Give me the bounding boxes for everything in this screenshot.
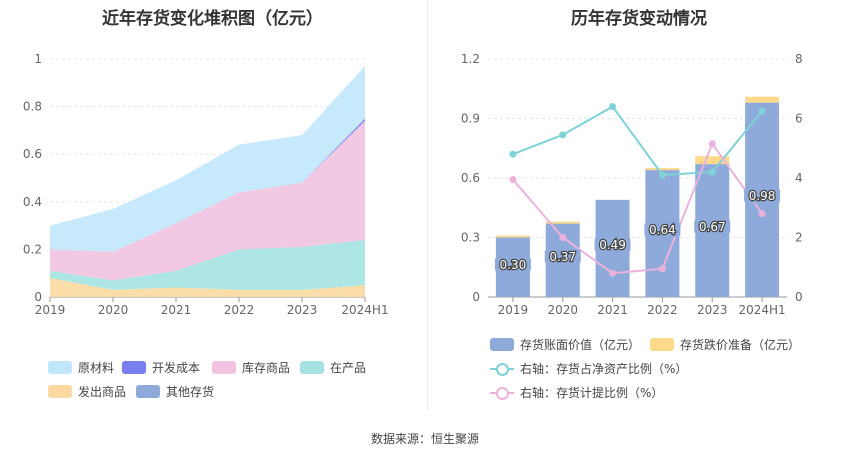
right-y2-tick-label: 2 [795,231,803,245]
point-inventory-to-net-assets [509,150,517,158]
right-y-tick-label: 0.6 [461,171,480,185]
data-label: 0.49 [599,238,626,252]
legend-swatch [650,338,674,351]
legend-item-右轴：存货计提比例（%）[interactable]: 右轴：存货计提比例（%） [490,384,663,401]
legend-swatch [136,385,160,398]
bar-provision [645,168,680,171]
data-label-bg [494,257,531,272]
right-y2-tick-label: 8 [795,52,803,66]
right-y-tick-label: 0 [472,290,480,304]
legend-label: 原材料 [78,361,115,375]
data-label-bg [544,249,581,264]
legend-swatch [122,361,146,374]
legend-label: 存货跌价准备（亿元） [680,338,801,352]
data-label-bg [744,188,781,203]
legend-swatch [300,361,324,374]
data-label-bg [694,219,731,234]
data-source: 数据来源：恒生聚源 [370,432,479,446]
left-y-tick-label: 1 [34,52,42,66]
right-y2-tick-label: 4 [795,171,803,185]
point-provision-ratio [609,269,617,277]
legend-swatch [490,338,514,351]
left-y-tick-label: 0.6 [23,147,42,161]
right-x-tick-label: 2020 [547,303,578,317]
area-库存商品 [50,120,365,281]
right-y-tick-label: 0.9 [461,112,480,126]
left-y-tick-label: 0 [34,290,42,304]
data-label-bg [594,237,631,252]
point-provision-ratio [559,234,567,241]
legend-item-其他存货[interactable]: 其他存货 [136,383,214,400]
left-x-tick-label: 2019 [35,303,66,317]
bar-provision [695,156,730,165]
legend-label: 存货账面价值（亿元） [520,338,641,352]
legend-item-库存商品[interactable]: 库存商品 [212,359,290,376]
left-x-tick-label: 2024H1 [341,303,388,317]
area-在产品 [50,239,365,290]
right-x-tick-label: 2021 [597,303,628,317]
legend-item-右轴：存货占净资产比例（%）[interactable]: 右轴：存货占净资产比例（%） [490,360,687,377]
legend-item-发出商品[interactable]: 发出商品 [48,383,126,400]
legend-label: 右轴：存货占净资产比例（%） [520,362,688,376]
line-provision-ratio [512,141,763,275]
right-y2-tick-label: 6 [795,112,803,126]
left-x-tick-label: 2021 [161,303,192,317]
data-label-bg [644,222,681,237]
point-inventory-to-net-assets [658,171,666,179]
legend-item-在产品[interactable]: 在产品 [300,359,366,376]
point-inventory-to-net-assets [708,168,716,176]
legend-swatch [212,361,236,374]
right-y-tick-label: 0.3 [461,231,480,245]
legend-swatch [490,386,514,400]
data-label: 0.64 [649,223,676,237]
right-y2-tick-label: 0 [795,290,803,304]
legend-item-开发成本[interactable]: 开发成本 [122,359,200,376]
legend-label: 其他存货 [166,385,215,399]
legend-swatch [48,361,72,374]
legend-item-原材料[interactable]: 原材料 [48,359,114,376]
left-y-tick-label: 0.2 [23,242,42,256]
point-provision-ratio [658,265,666,273]
legend-item-存货账面价值（亿元）[interactable]: 存货账面价值（亿元） [490,336,640,353]
legend-label: 在产品 [330,361,367,375]
point-provision-ratio [758,210,766,218]
data-label: 0.98 [749,189,776,203]
point-inventory-to-net-assets [609,103,617,111]
bar-provision [495,235,530,238]
point-inventory-to-net-assets [559,131,567,139]
left-y-tick-label: 0.4 [23,195,42,209]
area-发出商品 [50,277,365,297]
legend-swatch [490,362,514,376]
data-label: 0.37 [549,250,576,264]
legend-swatch [48,385,72,398]
legend-label: 库存商品 [242,361,291,375]
legend-label: 开发成本 [152,361,201,375]
left-x-tick-label: 2020 [98,303,129,317]
point-provision-ratio [509,175,517,183]
left-chart-title: 近年存货变化堆积图（亿元） [102,9,323,29]
right-x-tick-label: 2024H1 [738,303,785,317]
legend-label: 右轴：存货计提比例（%） [520,386,664,400]
data-label: 0.67 [699,220,726,234]
right-x-tick-label: 2023 [697,303,728,317]
legend-item-存货跌价准备（亿元）[interactable]: 存货跌价准备（亿元） [650,336,800,353]
left-x-tick-label: 2023 [287,303,318,317]
right-chart-title: 历年存货变动情况 [571,9,707,29]
right-x-tick-label: 2022 [647,303,678,317]
right-x-tick-label: 2019 [498,303,529,317]
bar-provision [545,221,580,224]
point-provision-ratio [708,140,716,148]
panel-divider [427,0,428,410]
legend-label: 发出商品 [78,385,127,399]
left-y-tick-label: 0.8 [23,100,42,114]
left-x-tick-label: 2022 [224,303,255,317]
bar-provision [745,96,780,103]
area-原材料 [50,66,365,252]
point-inventory-to-net-assets [758,107,766,115]
right-y-tick-label: 1.2 [461,52,480,66]
data-label: 0.30 [500,258,527,272]
line-inventory-to-net-assets [512,105,763,177]
